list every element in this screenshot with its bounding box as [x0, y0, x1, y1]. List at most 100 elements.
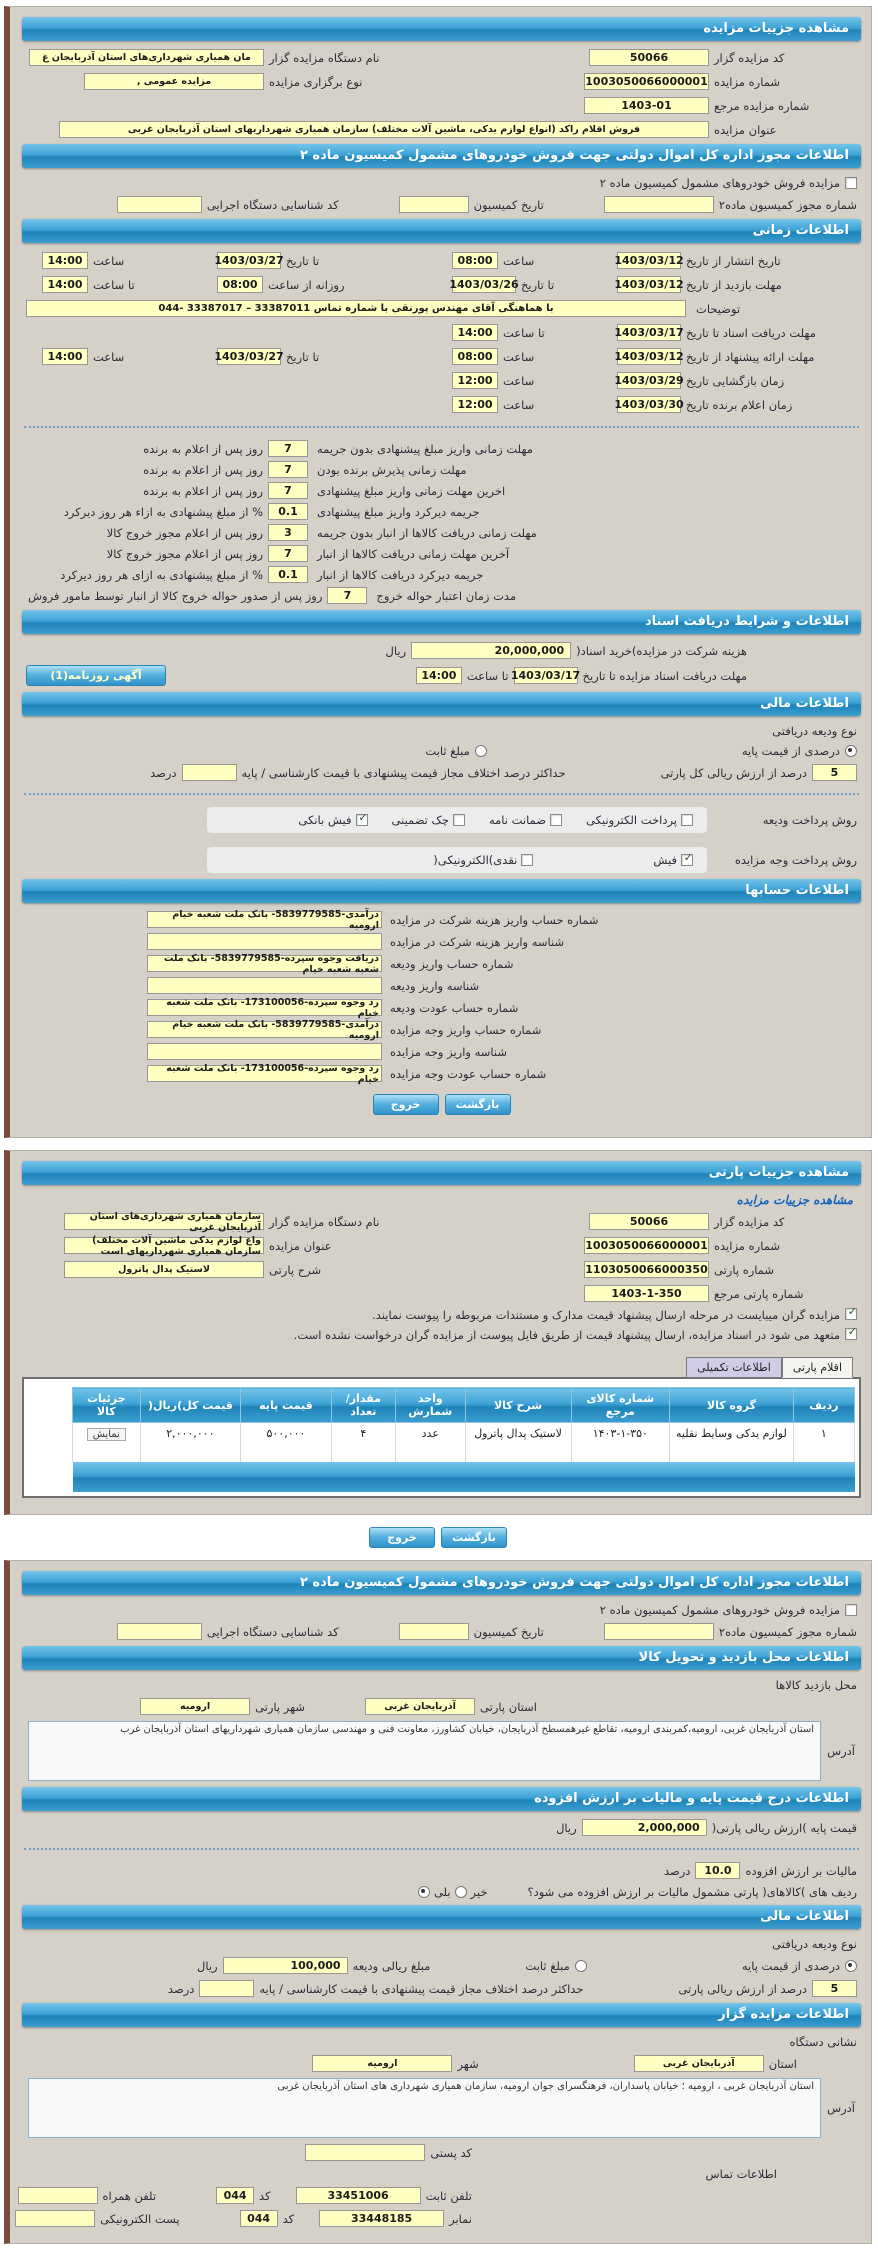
input-field[interactable]: 12:00 — [452, 372, 498, 389]
checkbox-icon[interactable] — [521, 854, 534, 866]
input-field[interactable]: دریافت وجوه سپرده-5839779585- بانک ملت ش… — [147, 953, 382, 975]
input-field[interactable]: 08:00 — [452, 252, 498, 269]
input-field[interactable] — [147, 933, 382, 950]
email-field[interactable] — [15, 2210, 96, 2227]
input-field[interactable]: 1403/03/27 — [214, 252, 284, 269]
input-field[interactable] — [147, 1043, 382, 1060]
bidder-code-field[interactable]: 50066 — [589, 1213, 709, 1230]
input-field[interactable]: 3 — [268, 524, 308, 541]
input-field[interactable]: 1403/03/17 — [614, 324, 684, 341]
permit-number-field[interactable] — [603, 1623, 714, 1640]
input-field[interactable]: درآمدی-5839779585- بانک ملت شعبه خیام ار… — [147, 909, 382, 931]
fixed-amount-radio[interactable] — [474, 745, 487, 757]
party-province-field[interactable]: آذربایجان غربی — [365, 1698, 476, 1715]
input-field[interactable]: 1403/03/27 — [214, 348, 284, 365]
input-field[interactable]: 1403/03/30 — [614, 396, 684, 413]
auction-number-field[interactable]: 1003050066000001 — [584, 1237, 709, 1254]
vat-field[interactable]: 10.0 — [695, 1862, 741, 1879]
checkbox-icon[interactable] — [355, 811, 368, 826]
checkbox-option[interactable]: پرداخت الکترونیکی — [586, 813, 693, 827]
max-diff-field[interactable] — [181, 764, 237, 781]
auction-type-field[interactable]: مزایده عمومی , — [84, 73, 264, 90]
show-details-link[interactable]: نمایش — [86, 1428, 126, 1441]
visit-address-textarea[interactable]: استان آذربایجان غربی، ارومیه،کمربندی ارو… — [28, 1721, 822, 1781]
input-field[interactable]: 1403/03/12 — [614, 276, 684, 293]
input-field[interactable]: 14:00 — [42, 276, 88, 293]
auction-title-field[interactable]: واع لوازم یدکی ماشین آلات مختلف) سازمان … — [64, 1235, 264, 1257]
ref-number-field[interactable]: 1403-01 — [584, 97, 709, 114]
area-code-field[interactable]: 044 — [216, 2187, 255, 2204]
checkbox-option[interactable]: ضمانت نامه — [489, 813, 563, 827]
agency-name-field[interactable]: سازمان همیاری شهرداری‌های استان آذربایجا… — [64, 1211, 264, 1233]
input-field[interactable]: 14:00 — [42, 252, 88, 269]
org-address-textarea[interactable]: استان آذربایجان غربی ، ارومیه ؛ خیابان پ… — [28, 2078, 822, 2138]
attach-docs-checkbox[interactable] — [845, 1305, 857, 1320]
party-desc-field[interactable]: لاستیک پدال پاترول — [64, 1261, 264, 1278]
doc-deadline-date-field[interactable]: 1403/03/17 — [510, 667, 581, 684]
input-field[interactable]: 1403/03/12 — [614, 348, 684, 365]
input-field[interactable]: درآمدی-5839779585- بانک ملت شعبه خیام ار… — [147, 1019, 382, 1041]
doc-fee-field[interactable]: 20,000,000 — [411, 642, 572, 659]
base-price-field[interactable]: 2,000,000 — [581, 1819, 707, 1836]
percent-of-base-radio[interactable] — [845, 745, 857, 757]
org-city-field[interactable]: ارومیه — [312, 2055, 453, 2072]
doc-deadline-time-field[interactable]: 14:00 — [415, 667, 462, 684]
back-button[interactable]: بازگشت — [444, 1094, 511, 1115]
exit-button[interactable]: خروج — [372, 1094, 439, 1115]
percent-of-base-radio[interactable] — [845, 1959, 857, 1972]
fixed-amount-radio[interactable] — [574, 1959, 587, 1972]
checkbox-option[interactable]: فیش — [653, 851, 693, 867]
article2-checkbox[interactable] — [845, 1604, 857, 1616]
party-number-field[interactable]: 1103050066000350 — [584, 1261, 709, 1278]
checkbox-option[interactable]: فیش بانکی — [298, 811, 368, 827]
exit-button[interactable]: خروج — [369, 1527, 435, 1548]
vat-no-radio[interactable] — [454, 1886, 467, 1898]
tab-extra-info[interactable]: اطلاعات تکمیلی — [686, 1357, 782, 1378]
input-field[interactable]: رد وجوه سپرده-173100056- بانک ملت شعبه خ… — [147, 997, 382, 1019]
tab-party-items[interactable]: اقلام پارتی — [781, 1357, 853, 1378]
postal-code-field[interactable] — [305, 2144, 426, 2161]
landline-field[interactable]: 33451006 — [295, 2187, 421, 2204]
checkbox-option[interactable]: چک تضمینی — [392, 813, 465, 827]
checkbox-icon[interactable] — [681, 851, 693, 866]
input-field[interactable]: 14:00 — [42, 348, 88, 365]
auction-number-field[interactable]: 1003050066000001 — [584, 73, 709, 90]
input-field[interactable]: 0.1 — [268, 503, 308, 520]
back-button[interactable]: بازگشت — [441, 1527, 507, 1548]
deposit-percent-field[interactable]: 5 — [812, 1980, 857, 1997]
input-field[interactable]: 1403/03/29 — [614, 372, 684, 389]
org-province-field[interactable]: آذربایجان غربی — [633, 2055, 764, 2072]
max-diff-field[interactable] — [199, 1980, 255, 1997]
checkbox-option[interactable]: نقدی)الکترونیکی( — [433, 853, 534, 867]
vat-yes-radio[interactable] — [417, 1886, 430, 1898]
input-field[interactable]: رد وجوه سپرده-173100056- بانک ملت شعبه خ… — [147, 1063, 382, 1085]
auction-title-field[interactable]: فروش اقلام راکد (انواع لوازم یدکی، ماشین… — [59, 121, 709, 138]
checkbox-icon[interactable] — [550, 814, 563, 826]
input-field[interactable] — [147, 977, 382, 994]
checkbox-icon[interactable] — [452, 814, 465, 826]
input-field[interactable]: 08:00 — [452, 348, 498, 365]
no-attachment-required-checkbox[interactable] — [845, 1325, 857, 1340]
bidder-code-field[interactable]: 50066 — [589, 49, 709, 66]
article2-checkbox[interactable] — [845, 177, 857, 189]
input-field[interactable]: 12:00 — [452, 396, 498, 413]
input-field[interactable]: 7 — [327, 587, 368, 604]
newspaper-ad-button[interactable]: آگهی روزنامه(1) — [26, 665, 166, 686]
agency-name-field[interactable]: مان همیاری شهرداری‌های استان آذربایجان غ — [29, 49, 264, 66]
commission-date-field[interactable] — [398, 196, 469, 213]
permit-number-field[interactable] — [603, 196, 714, 213]
fax-field[interactable]: 33448185 — [319, 2210, 445, 2227]
exec-agency-code-field[interactable] — [116, 196, 202, 213]
input-field[interactable]: 7 — [268, 545, 308, 562]
mobile-field[interactable] — [17, 2187, 98, 2204]
commission-date-field[interactable] — [398, 1623, 469, 1640]
input-field[interactable]: 08:00 — [217, 276, 263, 293]
input-field[interactable]: 7 — [268, 440, 308, 457]
input-field[interactable]: 7 — [268, 482, 308, 499]
input-field[interactable]: 1403/03/12 — [614, 252, 684, 269]
party-city-field[interactable]: ارومیه — [140, 1698, 251, 1715]
deposit-percent-field[interactable]: 5 — [812, 764, 857, 781]
checkbox-icon[interactable] — [681, 814, 693, 826]
input-field[interactable]: 1403/03/26 — [449, 276, 519, 293]
exec-agency-code-field[interactable] — [116, 1623, 202, 1640]
